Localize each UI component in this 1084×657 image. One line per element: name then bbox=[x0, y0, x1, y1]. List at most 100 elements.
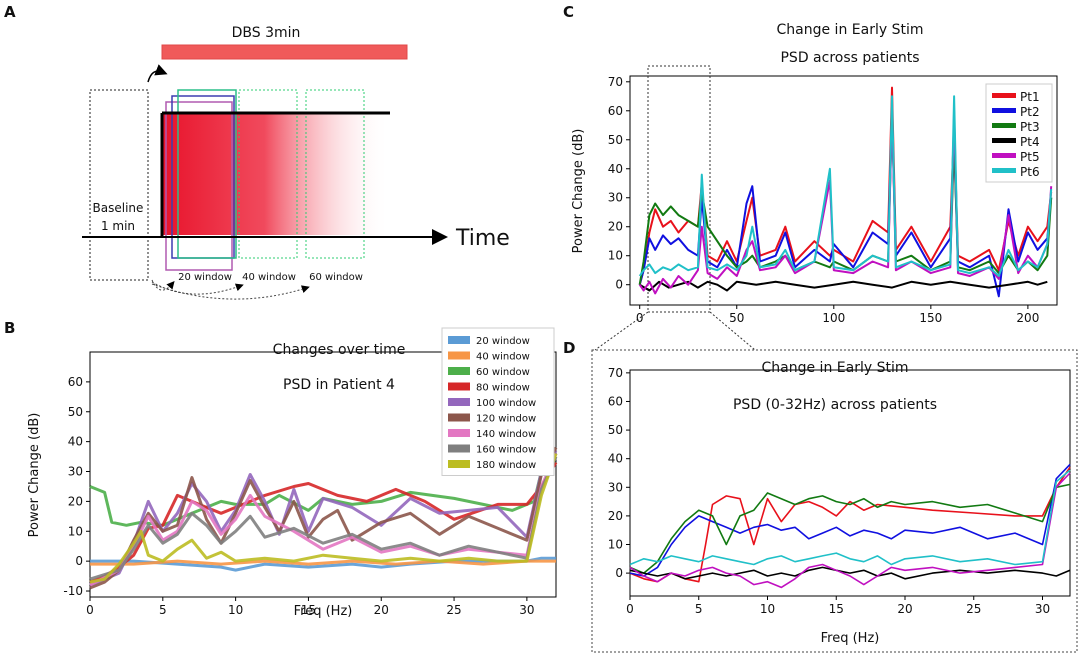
series-line-d-pt1 bbox=[629, 466, 1071, 583]
panel-label-a: A bbox=[4, 3, 16, 21]
x-tick-label-b: 10 bbox=[228, 603, 243, 617]
x-tick-label-d: 5 bbox=[695, 602, 703, 616]
legend-label-b: 20 window bbox=[476, 336, 530, 347]
legend-swatch-b bbox=[448, 413, 470, 422]
y-axis-title-c: Power Change (dB) bbox=[571, 129, 586, 254]
legend-swatch-c bbox=[992, 93, 1016, 98]
legend-swatch-b bbox=[448, 351, 470, 360]
window-frame-60 bbox=[305, 89, 365, 259]
panel-d: D Change in Early Stim PSD (0-32Hz) acro… bbox=[563, 339, 1078, 653]
legend-swatch-c bbox=[992, 153, 1016, 158]
legend-label-c: Pt2 bbox=[1020, 105, 1040, 119]
legend-label-c: Pt6 bbox=[1020, 165, 1040, 179]
legend-label-c: Pt5 bbox=[1020, 150, 1040, 164]
series-line-d-pt3 bbox=[629, 483, 1071, 574]
series-group-d bbox=[629, 463, 1071, 589]
y-tick-label-b: 60 bbox=[68, 375, 83, 389]
y-tick-label-b: 0 bbox=[75, 554, 83, 568]
x-tick-label-b: 15 bbox=[301, 603, 316, 617]
legend-label-b: 180 window bbox=[476, 460, 536, 471]
legend-label-c: Pt3 bbox=[1020, 120, 1040, 134]
y-tick-label-d: 50 bbox=[608, 423, 623, 437]
x-tick-label-c: 200 bbox=[1016, 311, 1039, 325]
y-tick-label-d: 60 bbox=[608, 394, 623, 408]
shift-arc-60 bbox=[151, 283, 310, 300]
series-line-b-140-window bbox=[89, 452, 558, 587]
series-line-d-pt5 bbox=[629, 472, 1071, 589]
legend-label-b: 140 window bbox=[476, 429, 536, 440]
baseline-window bbox=[89, 89, 149, 281]
legend-swatch-c bbox=[992, 138, 1016, 143]
x-tick-label-b: 25 bbox=[446, 603, 461, 617]
x-tick-label-b: 5 bbox=[159, 603, 167, 617]
legend-swatch-b bbox=[448, 444, 470, 453]
legend-label-c: Pt1 bbox=[1020, 90, 1040, 104]
x-tick-label-c: 0 bbox=[636, 311, 644, 325]
legend-swatch-b bbox=[448, 429, 470, 437]
x-axis-title-b: Freq (Hz) bbox=[294, 604, 353, 619]
x-tick-label-c: 150 bbox=[919, 311, 942, 325]
y-tick-label-c: 50 bbox=[608, 133, 623, 147]
panel-a: A DBS 3min Baseline 1 min Time 20 window… bbox=[4, 3, 510, 300]
y-tick-label-c: 70 bbox=[608, 75, 623, 89]
legend-label-b: 60 window bbox=[476, 367, 530, 378]
zoom-panel-frame bbox=[591, 349, 1078, 653]
series-line-c-pt1 bbox=[638, 86, 1053, 285]
x-tick-label-d: 0 bbox=[626, 602, 634, 616]
y-tick-label-c: 30 bbox=[608, 191, 623, 205]
legend-swatch-c bbox=[992, 168, 1016, 173]
window-label-20: 20 window bbox=[178, 272, 232, 283]
legend-box-c bbox=[985, 83, 1053, 183]
baseline-label: Baseline bbox=[93, 201, 144, 215]
x-tick-label-b: 30 bbox=[519, 603, 534, 617]
x-tick-label-b: 0 bbox=[86, 603, 94, 617]
chart-title-d: Change in Early Stim bbox=[762, 360, 909, 376]
series-line-b-160-window bbox=[89, 455, 558, 581]
series-line-d-pt2 bbox=[629, 463, 1071, 577]
chart-title-c: Change in Early Stim bbox=[777, 22, 924, 38]
panel-b: B Changes over time PSD in Patient 4 Fre… bbox=[4, 319, 558, 619]
chart-title-b: Changes over time bbox=[273, 342, 406, 358]
y-tick-label-c: 20 bbox=[608, 220, 623, 234]
panel-label-c: C bbox=[563, 3, 574, 21]
legend-swatch-b bbox=[448, 367, 470, 375]
plot-frame-c bbox=[629, 75, 1058, 306]
legend-label-b: 80 window bbox=[476, 383, 530, 394]
series-line-c-pt3 bbox=[638, 109, 1053, 285]
y-tick-label-c: 60 bbox=[608, 104, 623, 118]
y-tick-label-c: 0 bbox=[615, 278, 623, 292]
legend-b: 20 window 40 window 60 window 80 window 100 … bbox=[441, 327, 555, 476]
chart-subtitle-c: PSD across patients bbox=[780, 50, 919, 66]
y-tick-label-c: 40 bbox=[608, 162, 623, 176]
panel-c: C Change in Early Stim PSD across patien… bbox=[563, 3, 1058, 351]
y-tick-label-d: 40 bbox=[608, 452, 623, 466]
y-tick-label-d: 20 bbox=[608, 509, 623, 523]
panel-label-d: D bbox=[563, 339, 575, 357]
y-tick-label-b: -10 bbox=[63, 584, 83, 598]
series-line-d-pt6 bbox=[629, 469, 1071, 566]
x-tick-label-d: 30 bbox=[1035, 602, 1050, 616]
stim-gradient-block bbox=[162, 113, 390, 235]
chart-subtitle-b: PSD in Patient 4 bbox=[283, 377, 395, 393]
y-tick-label-b: 20 bbox=[68, 494, 83, 508]
legend-swatch-c bbox=[992, 108, 1016, 113]
x-tick-label-c: 100 bbox=[822, 311, 845, 325]
curved-arrow bbox=[147, 64, 168, 83]
zoom-connector-right bbox=[709, 311, 756, 351]
baseline-duration-label: 1 min bbox=[101, 219, 135, 233]
window-label-40: 40 window bbox=[242, 272, 296, 283]
legend-swatch-b bbox=[448, 336, 470, 344]
y-tick-label-b: 40 bbox=[68, 435, 83, 449]
legend-label-b: 40 window bbox=[476, 352, 530, 363]
time-axis-label: Time bbox=[455, 226, 510, 251]
y-tick-label-b: 50 bbox=[68, 405, 83, 419]
legend-label-b: 160 window bbox=[476, 445, 536, 456]
shift-arc-20 bbox=[151, 279, 175, 291]
y-tick-label-d: 10 bbox=[608, 538, 623, 552]
y-tick-label-b: 10 bbox=[68, 524, 83, 538]
series-line-c-pt4 bbox=[639, 280, 1048, 292]
legend-swatch-b bbox=[448, 460, 470, 468]
y-tick-label-b: 30 bbox=[68, 465, 83, 479]
x-tick-label-b: 20 bbox=[374, 603, 389, 617]
y-tick-label-d: 30 bbox=[608, 480, 623, 494]
